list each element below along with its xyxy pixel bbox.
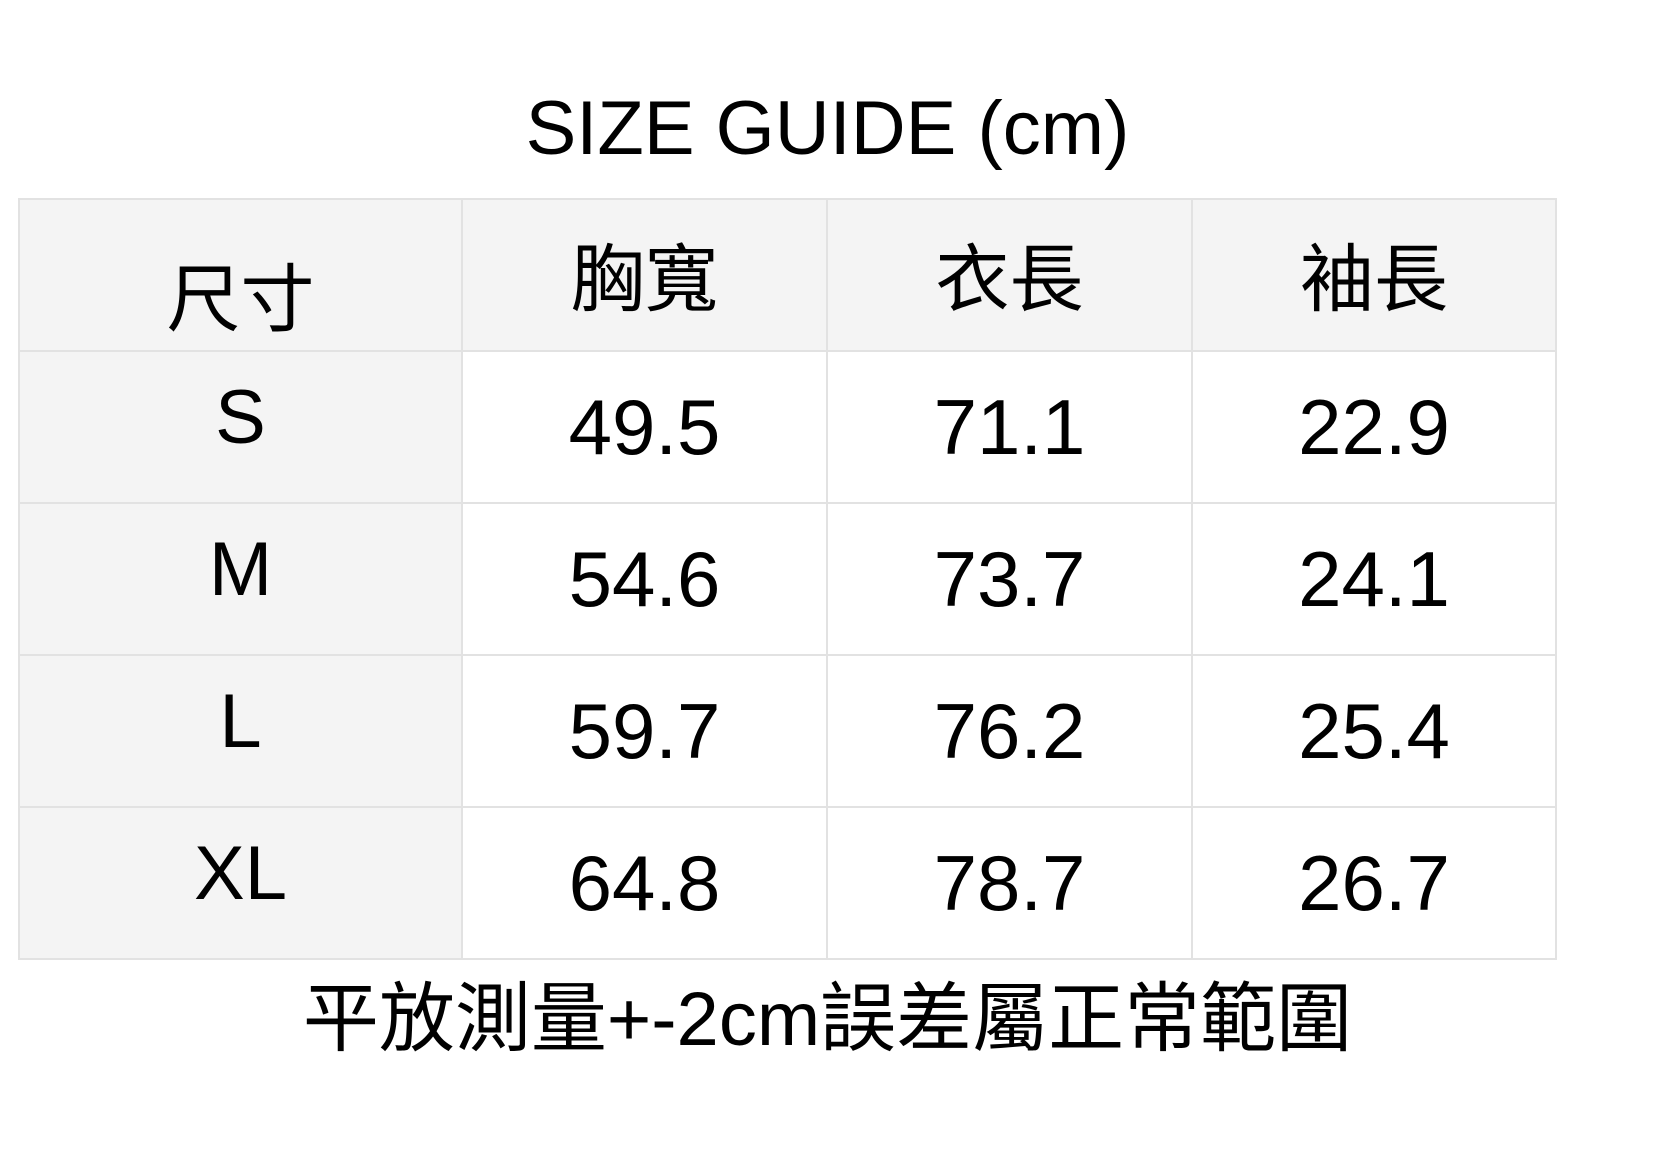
table-row: XL 64.8 78.7 26.7 — [18, 806, 1557, 960]
body-length-value: 73.7 — [826, 502, 1193, 656]
body-length-value: 78.7 — [826, 806, 1193, 960]
size-label: XL — [18, 806, 463, 960]
sleeve-length-value: 25.4 — [1191, 654, 1557, 808]
sleeve-length-value: 24.1 — [1191, 502, 1557, 656]
size-label: S — [18, 350, 463, 504]
sleeve-length-value: 22.9 — [1191, 350, 1557, 504]
chest-width-value: 59.7 — [461, 654, 828, 808]
body-length-value: 76.2 — [826, 654, 1193, 808]
header-sleeve-length: 袖長 — [1191, 198, 1557, 352]
body-length-value: 71.1 — [826, 350, 1193, 504]
table-row: L 59.7 76.2 25.4 — [18, 654, 1557, 808]
size-label: M — [18, 502, 463, 656]
sleeve-length-value: 26.7 — [1191, 806, 1557, 960]
size-label: L — [18, 654, 463, 808]
measurement-note: 平放測量+-2cm誤差屬正常範圍 — [302, 977, 1353, 1062]
header-chest-width: 胸寬 — [461, 198, 828, 352]
table-row: M 54.6 73.7 24.1 — [18, 502, 1557, 656]
page-title: SIZE GUIDE (cm) — [525, 86, 1130, 171]
table-header-row: 尺寸 胸寬 衣長 袖長 — [18, 198, 1557, 352]
chest-width-value: 49.5 — [461, 350, 828, 504]
header-body-length: 衣長 — [826, 198, 1193, 352]
header-size: 尺寸 — [18, 198, 463, 352]
table-row: S 49.5 71.1 22.9 — [18, 350, 1557, 504]
chest-width-value: 64.8 — [461, 806, 828, 960]
chest-width-value: 54.6 — [461, 502, 828, 656]
size-table: 尺寸 胸寬 衣長 袖長 S 49.5 71.1 22.9 M 54.6 73.7… — [18, 198, 1557, 960]
